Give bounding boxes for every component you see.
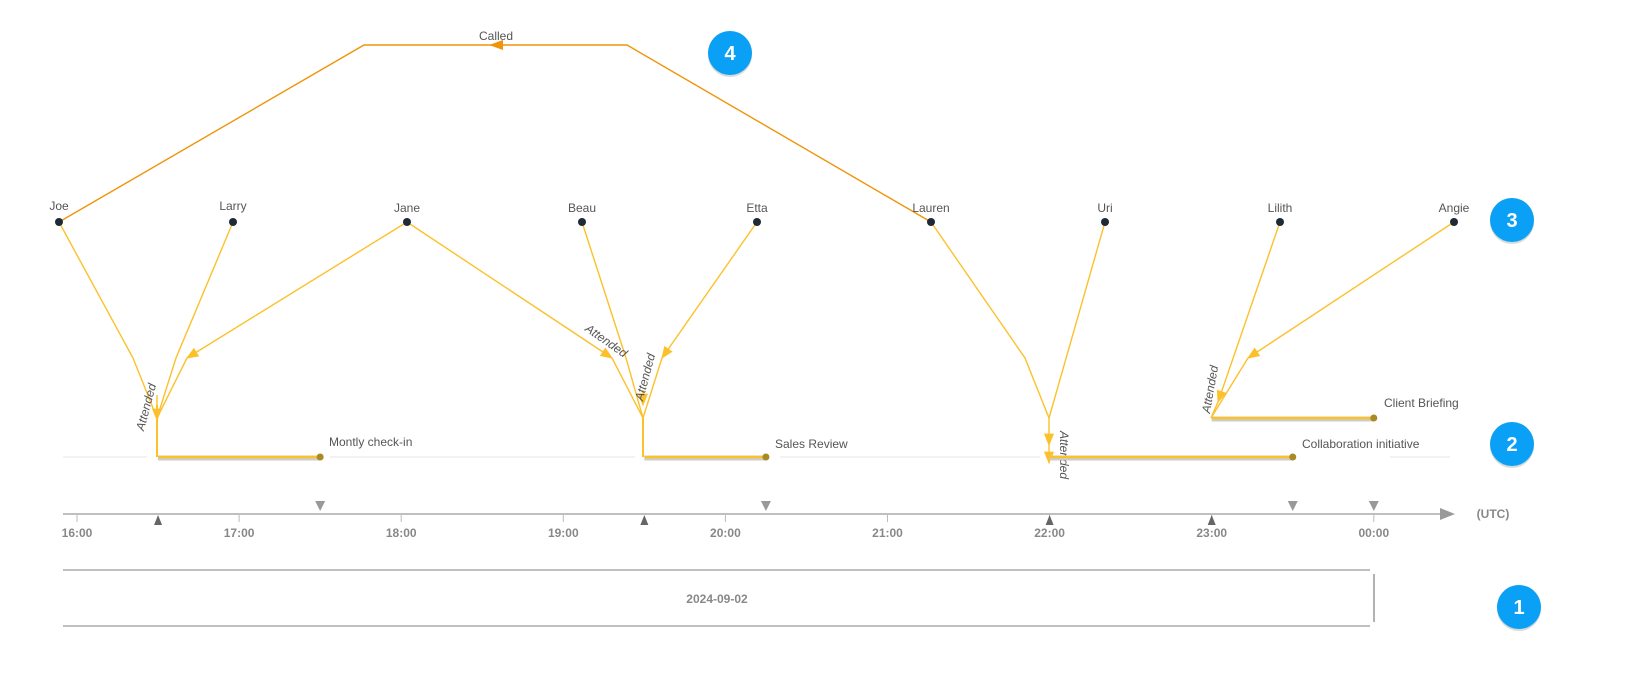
attended-label: Attended [133, 382, 159, 433]
attended-edge[interactable] [661, 221, 758, 360]
person-label: Etta [746, 201, 768, 215]
attended-edge[interactable] [156, 357, 188, 419]
person-label: Beau [568, 201, 596, 215]
badge-number: 3 [1506, 210, 1517, 232]
person-node-uri[interactable] [1101, 218, 1109, 226]
attended-edge[interactable] [1246, 221, 1455, 359]
event-end-marker-icon[interactable] [1287, 501, 1298, 511]
tick-label: 20:00 [710, 526, 741, 540]
person-node-joe[interactable] [55, 218, 63, 226]
badge-number: 2 [1506, 434, 1517, 456]
tick-label: 17:00 [224, 526, 255, 540]
tick-label: 00:00 [1358, 526, 1389, 540]
person-node-larry[interactable] [229, 218, 237, 226]
event-label: Collaboration initiative [1302, 437, 1420, 451]
event-label: Client Briefing [1384, 396, 1459, 410]
attended-edge[interactable] [406, 221, 614, 359]
time-axis: (UTC) 16:00 17:00 18:00 19:00 20:00 21:00 22:0… [62, 501, 1510, 540]
event-label: Montly check-in [329, 435, 412, 449]
attended-edge[interactable] [611, 357, 644, 419]
date-label: 2024-09-02 [686, 592, 748, 606]
axis-unit: (UTC) [1477, 507, 1510, 521]
attended-edge[interactable] [930, 221, 1050, 419]
tick-label: 22:00 [1034, 526, 1065, 540]
person-node-beau[interactable] [578, 218, 586, 226]
person-label: Angie [1439, 201, 1470, 215]
attended-label: Attended [1057, 430, 1071, 479]
attended-edge[interactable] [1048, 221, 1106, 419]
attended-edge[interactable] [581, 221, 644, 419]
person-node-jane[interactable] [403, 218, 411, 226]
attended-label: Attended [632, 352, 658, 403]
badge-number: 4 [724, 43, 736, 65]
axis-arrow-icon [1440, 508, 1455, 520]
person-label: Larry [219, 199, 246, 213]
person-label: Uri [1097, 201, 1112, 215]
person-node-etta[interactable] [753, 218, 761, 226]
attended-edge[interactable] [1210, 357, 1249, 419]
person-node-lilith[interactable] [1276, 218, 1284, 226]
step-badge-4: 4 [708, 31, 752, 77]
step-badge-3: 3 [1490, 198, 1534, 244]
tick-label: 19:00 [548, 526, 579, 540]
person-label: Lilith [1268, 201, 1293, 215]
event-end-marker-icon[interactable] [760, 501, 771, 511]
event-end-marker [316, 453, 324, 461]
called-edge[interactable] [58, 44, 932, 223]
event-start-marker-icon[interactable] [154, 515, 163, 525]
attended-edge[interactable] [58, 221, 158, 419]
event-end-marker [1289, 453, 1297, 461]
date-bracket: 2024-09-02 [63, 569, 1375, 627]
person-label: Jane [394, 201, 420, 215]
tick-label: 21:00 [872, 526, 903, 540]
event-label: Sales Review [775, 437, 848, 451]
attended-edge[interactable] [156, 221, 234, 419]
step-badge-1: 1 [1497, 585, 1541, 631]
step-badge-2: 2 [1490, 422, 1534, 468]
tick-label: 23:00 [1196, 526, 1227, 540]
person-node-lauren[interactable] [927, 218, 935, 226]
attended-edge[interactable] [185, 221, 408, 359]
person-node-angie[interactable] [1450, 218, 1458, 226]
called-label: Called [479, 29, 513, 43]
person-label: Joe [49, 199, 69, 213]
event-start-marker-icon[interactable] [1045, 515, 1054, 525]
event-end-marker [1370, 414, 1378, 422]
attended-edge[interactable] [1216, 221, 1281, 404]
badge-number: 1 [1513, 597, 1524, 619]
tick-label: 16:00 [62, 526, 93, 540]
event-start-marker-icon[interactable] [1207, 515, 1216, 525]
event-end-marker-icon[interactable] [315, 501, 326, 511]
event-start-marker-icon[interactable] [640, 515, 649, 525]
attended-edge[interactable] [642, 357, 663, 419]
person-label: Lauren [912, 201, 949, 215]
event-end-marker-icon[interactable] [1368, 501, 1379, 511]
event-end-marker [762, 453, 770, 461]
arrow-left-icon [489, 40, 503, 50]
tick-label: 18:00 [386, 526, 417, 540]
